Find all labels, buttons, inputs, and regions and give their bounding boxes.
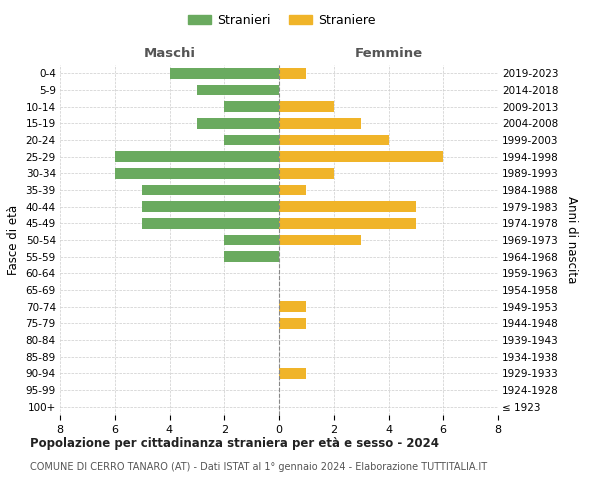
Bar [115,151,279,162]
Bar [279,134,389,145]
Bar [279,168,334,179]
Bar [224,251,279,262]
Text: COMUNE DI CERRO TANARO (AT) - Dati ISTAT al 1° gennaio 2024 - Elaborazione TUTTI: COMUNE DI CERRO TANARO (AT) - Dati ISTAT… [30,462,487,472]
Legend: Stranieri, Straniere: Stranieri, Straniere [184,8,380,32]
Bar [142,184,279,196]
Bar [279,151,443,162]
Bar [142,218,279,229]
Bar [279,101,334,112]
Bar [115,168,279,179]
Text: Femmine: Femmine [355,47,422,60]
Bar [279,318,307,329]
Bar [279,118,361,128]
Bar [279,218,416,229]
Bar [224,234,279,246]
Bar [142,201,279,212]
Bar [279,201,416,212]
Bar [279,184,307,196]
Y-axis label: Fasce di età: Fasce di età [7,205,20,275]
Bar [224,134,279,145]
Text: Maschi: Maschi [143,47,196,60]
Y-axis label: Anni di nascita: Anni di nascita [565,196,578,284]
Bar [279,68,307,78]
Bar [197,118,279,128]
Text: Popolazione per cittadinanza straniera per età e sesso - 2024: Popolazione per cittadinanza straniera p… [30,438,439,450]
Bar [224,101,279,112]
Bar [279,301,307,312]
Bar [279,234,361,246]
Bar [279,368,307,379]
Bar [197,84,279,96]
Bar [170,68,279,78]
